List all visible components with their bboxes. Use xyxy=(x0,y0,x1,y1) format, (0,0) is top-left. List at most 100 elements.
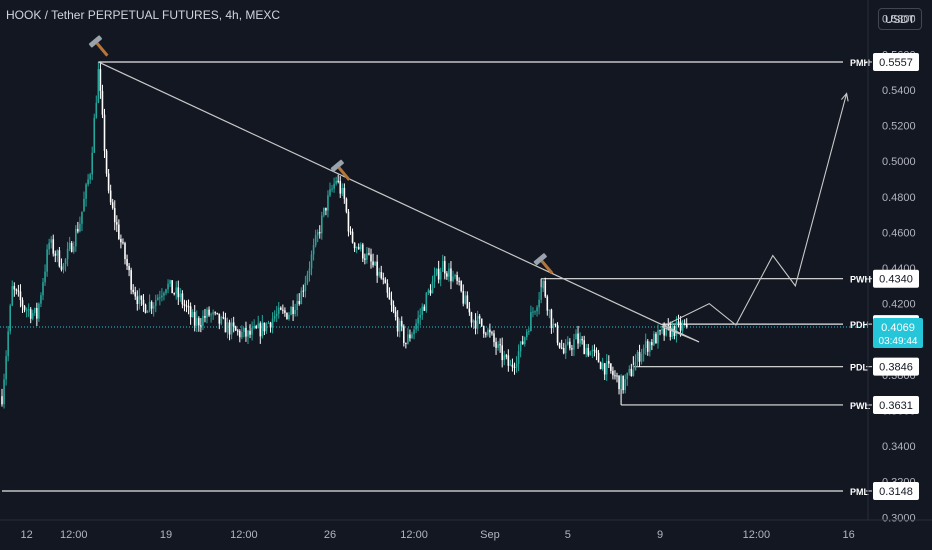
drawings xyxy=(88,35,849,343)
candle-body xyxy=(339,181,342,194)
candle-body xyxy=(466,295,469,309)
candle-body xyxy=(411,334,413,339)
price-axis[interactable]: 0.58000.56000.54000.52000.50000.48000.46… xyxy=(867,0,923,524)
candle-body xyxy=(421,306,424,315)
candle-body xyxy=(429,290,432,294)
candle-body xyxy=(36,308,38,319)
candle-body xyxy=(226,322,229,333)
candle-body xyxy=(378,272,380,276)
candle-body xyxy=(255,326,257,329)
level-label: PML xyxy=(850,487,870,497)
projection-path[interactable] xyxy=(660,93,848,343)
candle-body xyxy=(298,301,301,305)
candle-body xyxy=(25,309,28,311)
candle-body xyxy=(640,353,643,362)
y-tick-label: 0.4600 xyxy=(882,227,916,239)
candle-body xyxy=(337,180,339,182)
candle-body xyxy=(415,323,417,330)
candle-body xyxy=(564,344,567,354)
candle-body xyxy=(210,314,212,316)
candle-body xyxy=(437,268,440,280)
candle-body xyxy=(72,246,75,252)
candle-body xyxy=(193,312,196,326)
candle-body xyxy=(583,340,585,355)
current-price-label: 0.4069 xyxy=(881,322,915,334)
candle-body xyxy=(653,333,655,346)
candle-body xyxy=(517,351,520,364)
candle-body xyxy=(13,286,16,290)
candle-body xyxy=(679,321,682,331)
candle-body xyxy=(427,290,430,293)
candle-body xyxy=(142,299,145,305)
x-tick-label: 16 xyxy=(843,529,855,541)
candle-body xyxy=(31,312,34,319)
candle-body xyxy=(608,361,610,364)
candle-body xyxy=(83,198,85,212)
level-price-label: 0.3631 xyxy=(879,400,913,412)
candle-body xyxy=(70,243,73,252)
candle-body xyxy=(1,396,3,405)
candle-body xyxy=(331,188,333,190)
candle-body xyxy=(64,259,67,265)
candle-body xyxy=(505,355,508,357)
candle-body xyxy=(134,292,137,297)
candle-body xyxy=(66,248,69,260)
x-tick-label: 19 xyxy=(160,529,172,541)
candle-body xyxy=(15,289,18,291)
candle-body xyxy=(93,117,96,153)
level-price-label: 0.3148 xyxy=(879,486,913,498)
level-price-label: 0.4340 xyxy=(879,274,913,286)
candle-body xyxy=(575,333,577,340)
currency-unit-button[interactable]: USDT xyxy=(878,8,922,30)
candle-body xyxy=(667,324,670,326)
candle-body xyxy=(548,309,551,311)
candle-body xyxy=(400,320,403,327)
candle-body xyxy=(526,331,528,338)
candle-body xyxy=(614,375,616,377)
hammer-icon xyxy=(330,159,351,181)
candle-body xyxy=(591,349,594,352)
candle-body xyxy=(109,190,112,203)
candle-body xyxy=(376,261,378,276)
candle-body xyxy=(173,293,175,295)
candle-body xyxy=(577,333,579,344)
candle-body xyxy=(632,370,635,377)
candle-body xyxy=(126,259,128,266)
candle-body xyxy=(239,330,241,338)
candle-body xyxy=(181,293,184,305)
x-tick-label: 12 xyxy=(20,529,32,541)
candle-body xyxy=(251,327,253,335)
candle-body xyxy=(669,325,672,337)
candle-body xyxy=(405,342,407,344)
candle-body xyxy=(683,323,686,325)
candle-body xyxy=(124,243,126,260)
trendline[interactable] xyxy=(98,61,700,343)
candle-body xyxy=(419,314,421,318)
candle-body xyxy=(491,332,493,334)
candle-body xyxy=(413,329,415,335)
candle-body xyxy=(204,315,206,318)
candle-body xyxy=(247,330,249,337)
candle-body xyxy=(105,150,108,174)
candle-body xyxy=(77,228,79,232)
candle-body xyxy=(355,247,358,249)
candle-body xyxy=(595,350,598,353)
candle-body xyxy=(681,323,684,331)
candle-body xyxy=(362,244,364,259)
candle-body xyxy=(288,314,290,320)
candle-body xyxy=(120,238,122,243)
candle-body xyxy=(519,341,522,352)
candle-body xyxy=(521,341,524,345)
candle-body xyxy=(601,363,604,370)
candle-body xyxy=(34,308,36,313)
candle-body xyxy=(593,349,596,351)
candle-body xyxy=(5,356,7,380)
candle-body xyxy=(474,320,477,329)
x-tick-label: 12:00 xyxy=(743,529,771,541)
candle-body xyxy=(214,312,216,314)
candle-body xyxy=(316,231,319,236)
time-axis[interactable]: 12 12:00 19 12:00 26 12:00 Sep 5 9 12:00 16 xyxy=(0,519,932,541)
level-price-box xyxy=(873,52,919,71)
candle-body xyxy=(132,289,134,293)
